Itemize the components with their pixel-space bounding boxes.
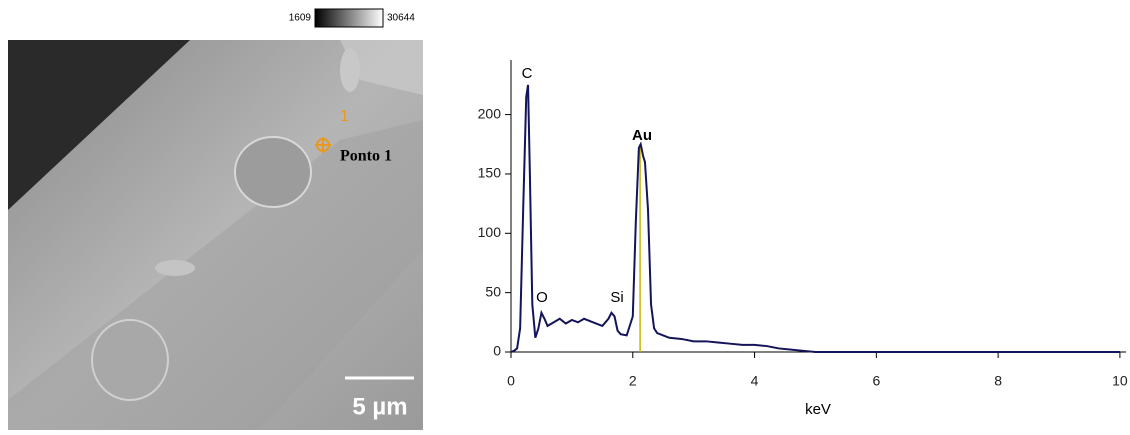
y-tick-label: 0	[493, 343, 501, 359]
colorbar-min: 1609	[289, 13, 312, 24]
x-tick-label: 2	[629, 373, 637, 389]
y-tick-label: 150	[478, 165, 502, 181]
x-tick-label: 4	[751, 373, 759, 389]
x-tick-label: 10	[1112, 373, 1128, 389]
x-tick-label: 0	[507, 373, 515, 389]
peak-label: O	[536, 289, 548, 306]
x-tick-label: 6	[872, 373, 880, 389]
x-tick-label: 8	[994, 373, 1002, 389]
x-axis-label: keV	[805, 401, 831, 418]
sem-image: 5 µm 1 Ponto 1	[8, 40, 423, 430]
colorbar-max: 30644	[387, 13, 415, 24]
colorbar	[314, 8, 384, 28]
y-tick-label: 200	[478, 105, 502, 121]
point-label: Ponto 1	[340, 148, 392, 165]
point-marker: 1	[340, 108, 349, 125]
y-tick-label: 100	[478, 224, 502, 240]
peak-label: Si	[610, 289, 623, 306]
peak-label: Au	[632, 127, 652, 144]
y-tick-label: 50	[485, 283, 501, 299]
spectrum-chart: 0 50 100 150 200 0 2 4 6 8 10	[478, 60, 1128, 389]
scale-bar-label: 5 µm	[352, 393, 407, 420]
peak-label: C	[522, 65, 533, 82]
spectrum-line	[510, 84, 1120, 353]
